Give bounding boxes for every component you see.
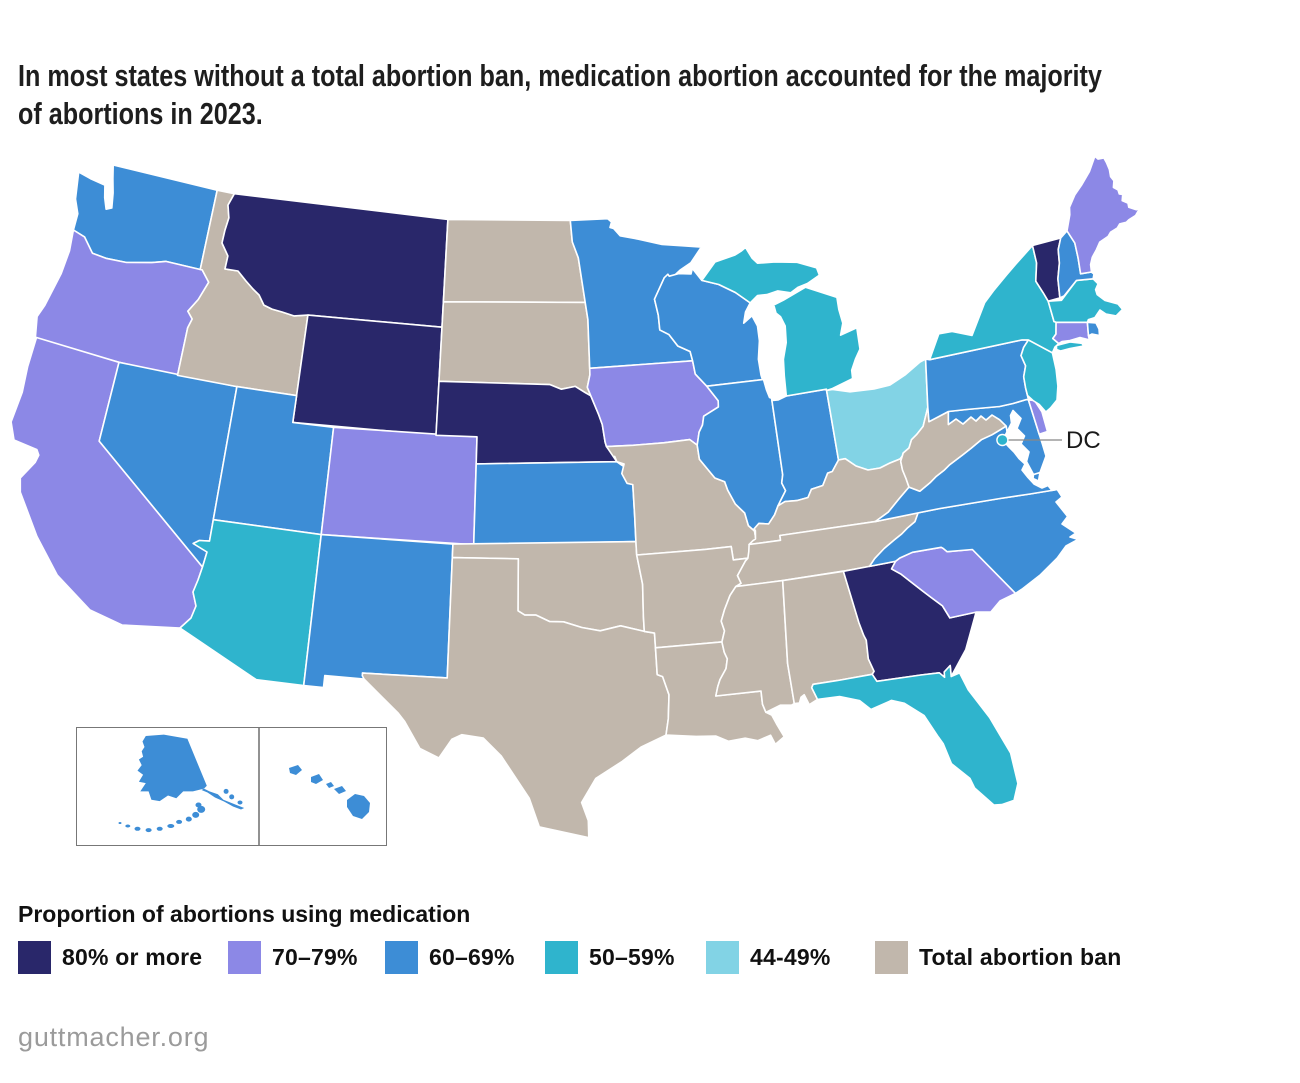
- svg-text:DC: DC: [1066, 427, 1101, 454]
